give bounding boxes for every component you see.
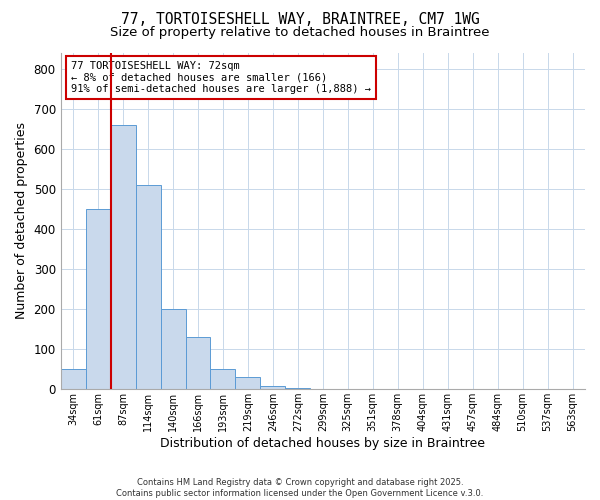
Bar (286, 388, 310, 389)
Bar (136, 185, 161, 389)
Bar (185, 337, 211, 389)
Bar (86, 209, 110, 389)
Bar (161, 309, 185, 389)
Bar (260, 386, 286, 389)
Y-axis label: Number of detached properties: Number of detached properties (15, 122, 28, 320)
Bar (61, 369, 86, 389)
X-axis label: Distribution of detached houses by size in Braintree: Distribution of detached houses by size … (160, 437, 485, 450)
Text: 77, TORTOISESHELL WAY, BRAINTREE, CM7 1WG: 77, TORTOISESHELL WAY, BRAINTREE, CM7 1W… (121, 12, 479, 28)
Text: Contains HM Land Registry data © Crown copyright and database right 2025.
Contai: Contains HM Land Registry data © Crown c… (116, 478, 484, 498)
Bar (235, 377, 260, 389)
Text: 77 TORTOISESHELL WAY: 72sqm
← 8% of detached houses are smaller (166)
91% of sem: 77 TORTOISESHELL WAY: 72sqm ← 8% of deta… (71, 61, 371, 94)
Bar (211, 369, 235, 389)
Text: Size of property relative to detached houses in Braintree: Size of property relative to detached ho… (110, 26, 490, 39)
Bar (110, 124, 136, 389)
